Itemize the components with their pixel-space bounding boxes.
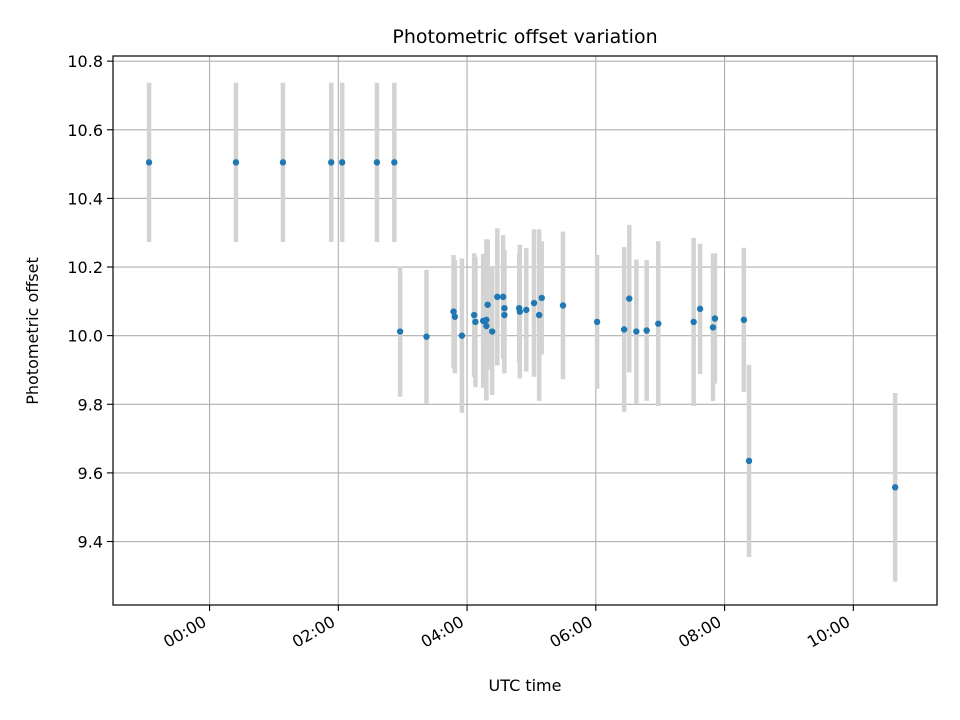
data-point <box>232 159 240 166</box>
data-point <box>891 484 899 491</box>
data-point <box>711 315 719 322</box>
data-point <box>709 324 717 331</box>
data-points <box>145 159 899 491</box>
y-axis-title: Photometric offset <box>23 257 42 405</box>
y-tick-label: 10.0 <box>67 327 103 346</box>
y-tick-label: 10.4 <box>67 189 103 208</box>
plot-frame <box>112 55 938 606</box>
data-point <box>633 328 640 335</box>
y-tick-label: 9.6 <box>78 464 103 483</box>
data-point <box>396 328 404 335</box>
data-point <box>494 293 501 301</box>
data-point <box>501 311 508 319</box>
data-point <box>696 305 704 313</box>
data-point <box>391 159 398 166</box>
data-point <box>423 333 430 340</box>
data-point <box>470 311 478 319</box>
data-point <box>450 308 457 315</box>
data-point <box>538 294 545 302</box>
data-point <box>523 306 530 314</box>
data-point <box>483 322 490 330</box>
data-point <box>643 327 650 334</box>
data-point <box>593 318 601 326</box>
data-point <box>535 311 543 319</box>
data-point <box>499 293 507 301</box>
data-point <box>488 328 496 335</box>
data-point <box>458 332 466 339</box>
data-point <box>559 302 567 309</box>
data-point <box>483 316 490 324</box>
chart-title: Photometric offset variation <box>392 26 657 48</box>
data-point <box>145 159 153 166</box>
data-point <box>620 326 628 333</box>
data-point <box>655 320 662 327</box>
data-point <box>626 295 633 302</box>
data-point <box>516 308 524 315</box>
data-point <box>484 301 491 308</box>
grid-vertical <box>209 56 854 605</box>
data-point <box>328 159 335 166</box>
data-point <box>373 159 381 166</box>
x-axis-title: UTC time <box>489 676 562 695</box>
y-tick-label: 10.2 <box>67 258 103 277</box>
data-point <box>745 457 753 465</box>
y-tick-label: 9.8 <box>78 395 103 414</box>
data-point <box>501 304 508 312</box>
data-point <box>530 299 538 307</box>
data-point <box>338 159 346 166</box>
y-axis: 9.4 9.6 9.8 10.0 10.2 10.4 10.6 10.8 <box>67 52 113 552</box>
data-point <box>690 318 697 326</box>
y-tick-label: 10.8 <box>67 52 103 71</box>
data-point <box>740 316 748 324</box>
plot-area <box>112 55 938 606</box>
y-tick-label: 10.6 <box>67 121 103 140</box>
data-point <box>279 159 287 166</box>
data-point <box>472 318 479 326</box>
y-tick-label: 9.4 <box>78 533 103 552</box>
data-point <box>451 313 459 320</box>
